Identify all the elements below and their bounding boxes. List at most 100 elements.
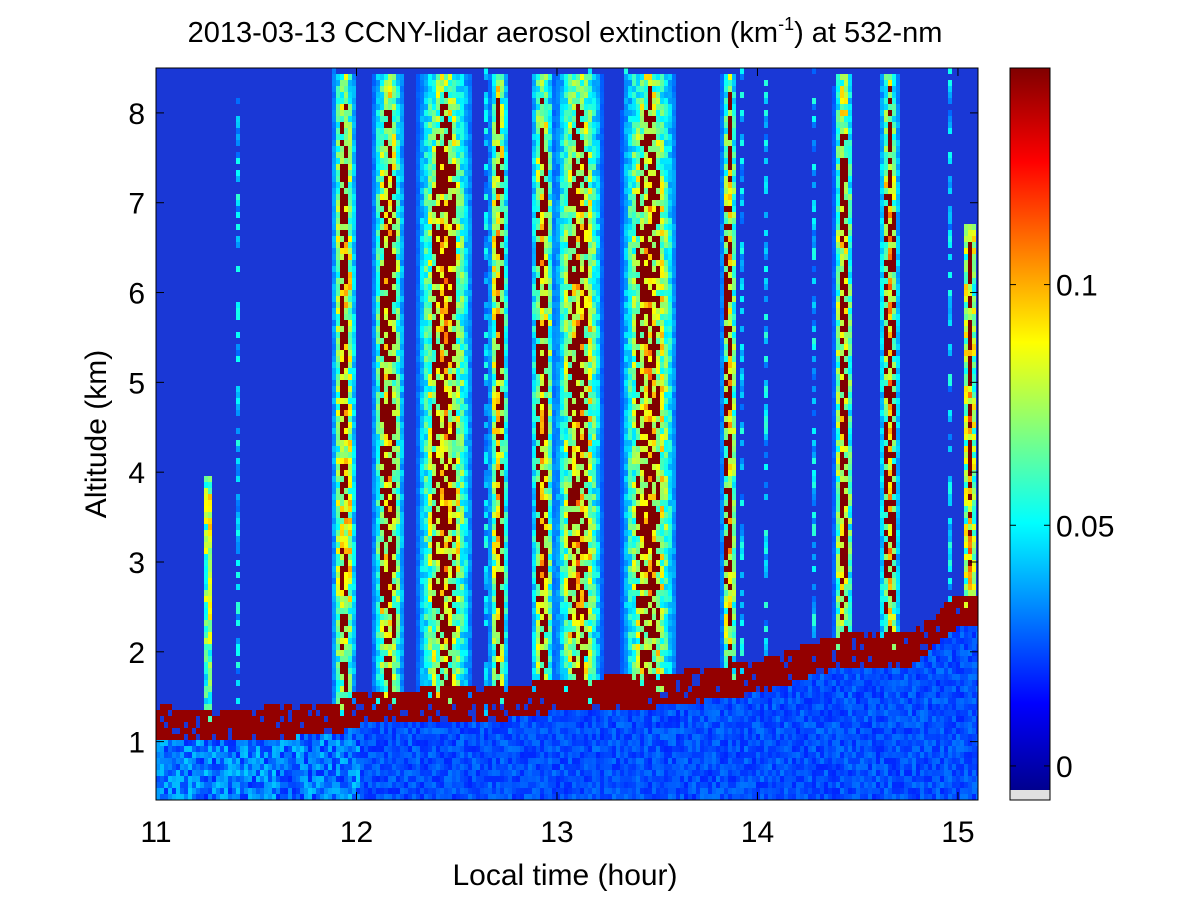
heatmap-cell	[336, 218, 340, 224]
heatmap-cell	[432, 446, 436, 452]
heatmap-cell	[400, 176, 404, 182]
heatmap-cell	[396, 278, 400, 284]
heatmap-cell	[496, 608, 500, 614]
heatmap-cell	[492, 482, 496, 488]
heatmap-cell	[248, 728, 252, 734]
heatmap-cell	[380, 368, 384, 374]
heatmap-cell	[348, 560, 352, 566]
heatmap-cell	[480, 776, 484, 782]
heatmap-cell	[440, 524, 444, 530]
heatmap-cell	[460, 452, 464, 458]
heatmap-cell	[384, 692, 388, 698]
heatmap-cell	[440, 752, 444, 758]
heatmap-cell	[392, 392, 396, 398]
heatmap-cell	[232, 722, 236, 728]
heatmap-cell	[392, 98, 396, 104]
heatmap-cell	[376, 500, 380, 506]
heatmap-cell	[468, 200, 472, 206]
heatmap-cell	[164, 716, 168, 722]
heatmap-cell	[372, 386, 376, 392]
heatmap-cell	[464, 794, 468, 800]
heatmap-cell	[436, 560, 440, 566]
heatmap-cell	[352, 338, 356, 344]
heatmap-cell	[380, 392, 384, 398]
heatmap-cell	[388, 404, 392, 410]
heatmap-cell	[472, 776, 476, 782]
heatmap-cell	[416, 284, 420, 290]
heatmap-cell	[216, 794, 220, 800]
heatmap-cell	[452, 410, 456, 416]
heatmap-cell	[456, 752, 460, 758]
heatmap-cell	[324, 746, 328, 752]
heatmap-cell	[444, 86, 448, 92]
heatmap-cell	[208, 674, 212, 680]
heatmap-cell	[348, 566, 352, 572]
heatmap-cell	[468, 284, 472, 290]
heatmap-cell	[460, 608, 464, 614]
heatmap-cell	[332, 662, 336, 668]
heatmap-cell	[440, 104, 444, 110]
heatmap-cell	[340, 266, 344, 272]
heatmap-cell	[440, 218, 444, 224]
heatmap-cell	[500, 296, 504, 302]
heatmap-cell	[336, 770, 340, 776]
heatmap-cell	[376, 476, 380, 482]
heatmap-cell	[396, 338, 400, 344]
heatmap-cell	[448, 404, 452, 410]
heatmap-cell	[224, 764, 228, 770]
heatmap-cell	[424, 698, 428, 704]
heatmap-cell	[424, 206, 428, 212]
heatmap-cell	[460, 308, 464, 314]
heatmap-cell	[352, 668, 356, 674]
heatmap-cell	[196, 728, 200, 734]
heatmap-cell	[348, 104, 352, 110]
heatmap-cell	[420, 650, 424, 656]
heatmap-cell	[208, 530, 212, 536]
heatmap-cell	[428, 290, 432, 296]
heatmap-cell	[348, 722, 352, 728]
heatmap-cell	[392, 680, 396, 686]
heatmap-cell	[220, 716, 224, 722]
heatmap-cell	[332, 524, 336, 530]
heatmap-cell	[332, 218, 336, 224]
heatmap-cell	[400, 464, 404, 470]
heatmap-cell	[384, 650, 388, 656]
heatmap-cell	[448, 260, 452, 266]
heatmap-cell	[496, 464, 500, 470]
heatmap-cell	[372, 782, 376, 788]
heatmap-cell	[448, 152, 452, 158]
heatmap-cell	[204, 572, 208, 578]
heatmap-cell	[488, 380, 492, 386]
heatmap-cell	[168, 752, 172, 758]
heatmap-cell	[352, 464, 356, 470]
heatmap-cell	[336, 104, 340, 110]
heatmap-cell	[392, 758, 396, 764]
heatmap-cell	[464, 704, 468, 710]
heatmap-cell	[476, 746, 480, 752]
heatmap-cell	[416, 428, 420, 434]
heatmap-cell	[432, 380, 436, 386]
heatmap-cell	[368, 758, 372, 764]
heatmap-cell	[228, 782, 232, 788]
heatmap-cell	[204, 680, 208, 686]
heatmap-cell	[388, 182, 392, 188]
heatmap-cell	[492, 290, 496, 296]
heatmap-cell	[352, 734, 356, 740]
heatmap-cell	[400, 440, 404, 446]
heatmap-cell	[440, 746, 444, 752]
heatmap-cell	[464, 644, 468, 650]
heatmap-cell	[444, 608, 448, 614]
heatmap-cell	[492, 728, 496, 734]
heatmap-cell	[300, 740, 304, 746]
heatmap-cell	[336, 176, 340, 182]
heatmap-cell	[452, 470, 456, 476]
heatmap-cell	[332, 596, 336, 602]
heatmap-cell	[252, 788, 256, 794]
heatmap-cell	[432, 86, 436, 92]
heatmap-cell	[492, 596, 496, 602]
heatmap-cell	[444, 662, 448, 668]
heatmap-cell	[380, 104, 384, 110]
heatmap-cell	[456, 506, 460, 512]
heatmap-cell	[352, 566, 356, 572]
heatmap-cell	[400, 122, 404, 128]
